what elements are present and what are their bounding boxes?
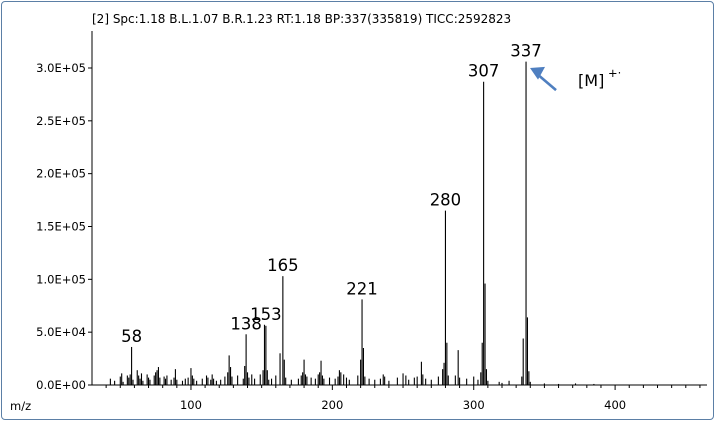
y-tick-label: 3.0E+05: [36, 61, 86, 75]
peak-label: 280: [430, 191, 462, 210]
x-tick-label: 400: [604, 398, 626, 412]
molecular-ion-annotation: [M] +·: [530, 66, 621, 92]
x-tick-label: 200: [321, 398, 343, 412]
arrow-head-icon: [530, 66, 546, 80]
molecular-ion-label: [M]: [578, 71, 604, 90]
spectrum-header: [2] Spc:1.18 B.L.1.07 B.R.1.23 RT:1.18 B…: [92, 12, 511, 26]
y-tick-label: 5.0E+04: [36, 325, 86, 339]
peak-label: 337: [510, 42, 542, 61]
x-tick-label: 100: [180, 398, 202, 412]
y-tick-label: 1.0E+05: [36, 272, 86, 286]
y-tick-label: 1.5E+05: [36, 219, 86, 233]
peak-label: 221: [346, 279, 378, 298]
x-axis-label: m/z: [10, 399, 31, 413]
x-tick-label: 300: [463, 398, 485, 412]
peak-label: 138: [230, 314, 262, 333]
peak-label: 165: [267, 256, 299, 275]
peak-label: 307: [468, 62, 500, 81]
molecular-ion-superscript: +·: [608, 66, 621, 80]
axes: [91, 31, 707, 386]
peak-label: 58: [121, 327, 142, 346]
y-tick-label: 2.0E+05: [36, 167, 86, 181]
y-tick-label: 0.0E+00: [36, 378, 86, 392]
peak-label: 153: [250, 305, 282, 324]
y-ticks: 0.0E+00 5.0E+04 1.0E+05 1.5E+05 2.0E+05 2.5E+…: [36, 61, 92, 392]
x-ticks: 100 200 300 400: [105, 385, 701, 412]
spectrum-peaks: [109, 61, 595, 385]
y-tick-label: 2.5E+05: [36, 114, 86, 128]
